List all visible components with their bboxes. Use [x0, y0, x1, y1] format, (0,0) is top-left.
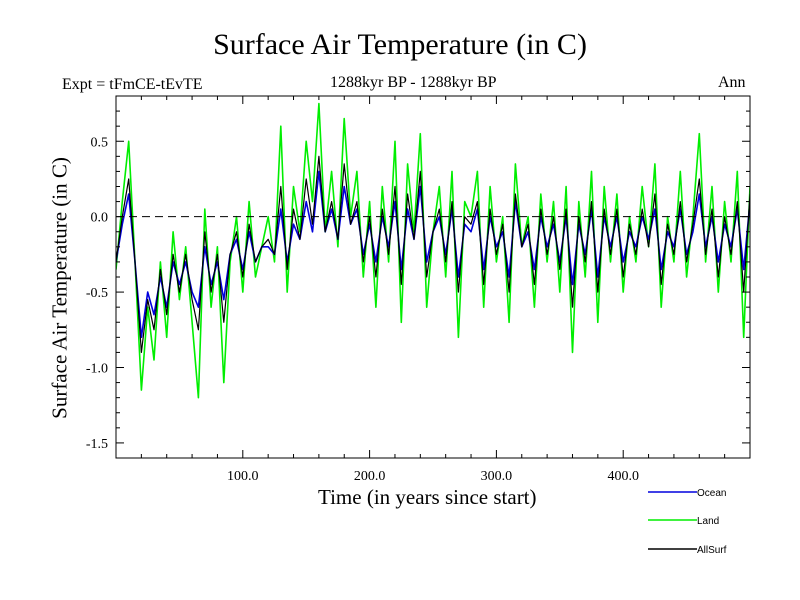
y-tick-label: -1.0	[86, 362, 108, 377]
series-line-allsurf	[116, 155, 750, 353]
legend-label-land: Land	[697, 516, 719, 527]
season-label: Ann	[718, 74, 746, 91]
legend-label-ocean: Ocean	[697, 488, 726, 499]
x-tick-label: 100.0	[227, 469, 259, 484]
legend-label-allsurf: AllSurf	[697, 545, 727, 556]
x-tick-label: 400.0	[607, 469, 639, 484]
y-tick-label: 0.0	[91, 211, 109, 226]
x-tick-label: 200.0	[354, 469, 386, 484]
series-line-land	[116, 102, 750, 399]
chart-title: Surface Air Temperature (in C)	[213, 28, 587, 61]
series-layer	[116, 102, 750, 399]
y-tick-label: -0.5	[86, 286, 108, 301]
x-tick-label: 300.0	[481, 469, 513, 484]
axes-layer: 100.0 200.0 300.0 400.0 0.5 0.0 -0.5 -1.0 -1.5	[86, 95, 751, 484]
x-axis-label: Time (in years since start)	[318, 485, 537, 509]
y-tick-label: 0.5	[91, 135, 109, 150]
y-tick-label: -1.5	[86, 437, 108, 452]
plot-frame	[115, 95, 751, 459]
legend: Ocean Land AllSurf	[648, 488, 727, 556]
period-label: 1288kyr BP - 1288kyr BP	[330, 74, 497, 91]
experiment-label: Expt = tFmCE-tEvTE	[62, 76, 203, 93]
